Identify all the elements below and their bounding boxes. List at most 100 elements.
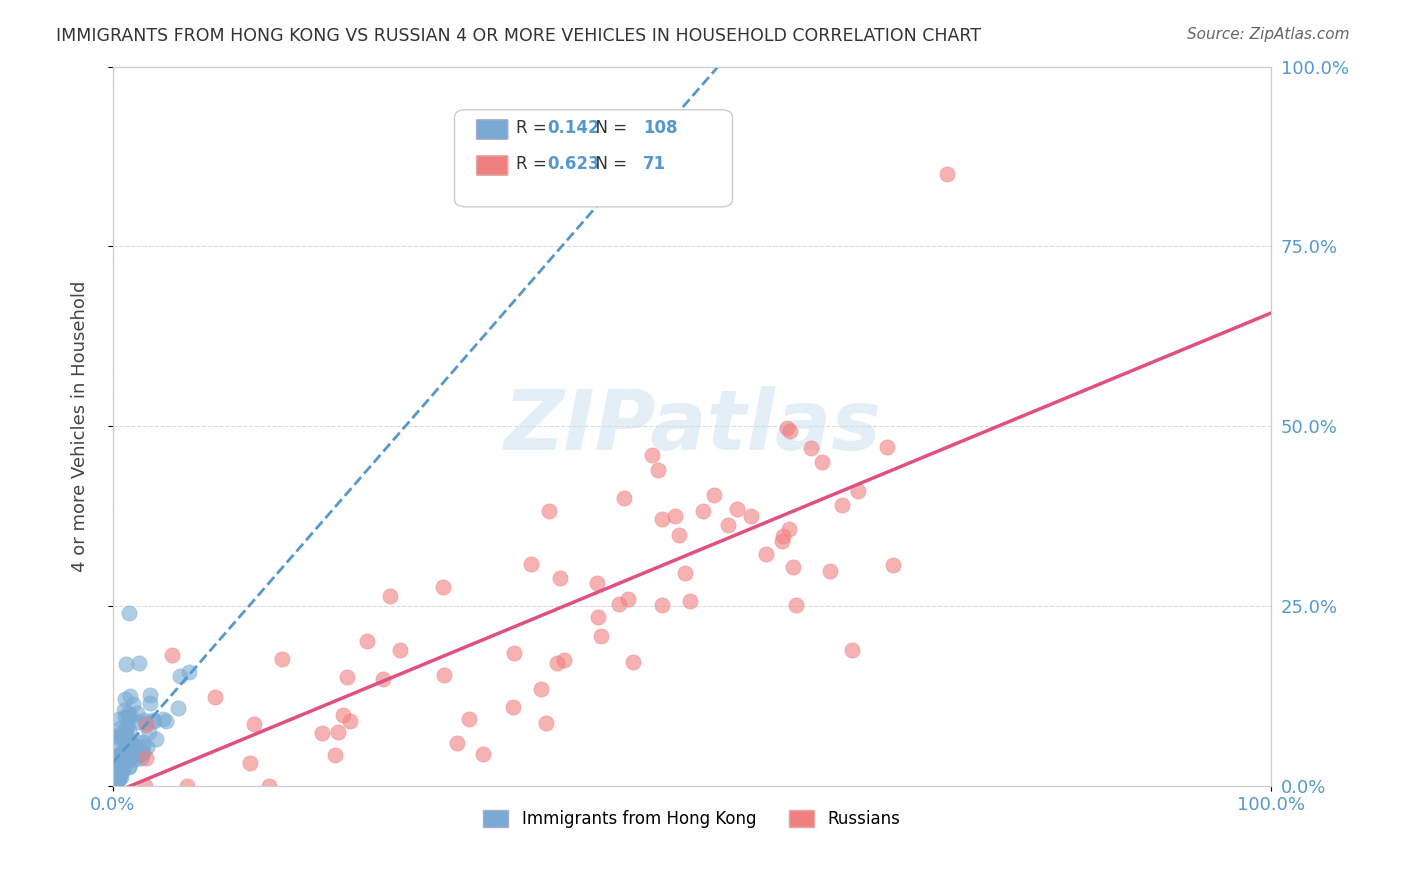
Point [108, 722, 131, 736]
Point [607, 597, 630, 611]
Point [132, 739, 155, 754]
Point [127, 715, 149, 730]
Point [339, 714, 361, 729]
Point [591, 629, 613, 643]
Text: ZIPatlas: ZIPatlas [503, 385, 882, 467]
Point [167, 700, 190, 714]
Point [108, 748, 131, 763]
Point [810, 454, 832, 468]
Point [169, 669, 191, 683]
Point [503, 646, 526, 660]
Point [782, 559, 804, 574]
Point [778, 522, 800, 536]
Point [725, 501, 748, 516]
Point [641, 448, 664, 462]
Point [110, 751, 132, 765]
Point [117, 718, 139, 732]
Point [257, 779, 280, 793]
Point [108, 757, 131, 772]
Point [118, 711, 141, 725]
Point [800, 442, 823, 456]
Point [103, 767, 125, 781]
Text: 108: 108 [644, 119, 678, 136]
Point [323, 748, 346, 763]
Point [103, 771, 125, 785]
Point [664, 509, 686, 524]
Point [120, 708, 142, 723]
Point [143, 714, 166, 728]
Point [118, 741, 141, 756]
Point [820, 564, 842, 578]
Point [311, 726, 333, 740]
Point [772, 529, 794, 543]
Legend: Immigrants from Hong Kong, Russians: Immigrants from Hong Kong, Russians [477, 804, 907, 835]
Point [548, 571, 571, 585]
Point [114, 657, 136, 671]
Point [127, 742, 149, 756]
Point [118, 759, 141, 773]
Point [117, 706, 139, 720]
Point [115, 736, 138, 750]
Point [112, 745, 135, 759]
Point [332, 708, 354, 723]
Point [103, 771, 125, 785]
Point [111, 760, 134, 774]
Text: 0.142: 0.142 [547, 119, 600, 136]
Point [651, 512, 673, 526]
Point [673, 566, 696, 580]
Point [135, 718, 157, 732]
Point [118, 723, 141, 738]
Point [356, 634, 378, 648]
Text: R =: R = [516, 119, 553, 136]
Point [108, 753, 131, 767]
Point [446, 736, 468, 750]
Point [103, 772, 125, 786]
Point [135, 716, 157, 731]
Point [118, 689, 141, 703]
Point [103, 749, 125, 764]
Point [679, 593, 702, 607]
Point [121, 737, 143, 751]
Text: N =: N = [585, 119, 633, 136]
Point [779, 424, 801, 438]
Point [647, 463, 669, 477]
Point [110, 770, 132, 784]
Point [112, 703, 135, 717]
Point [586, 575, 609, 590]
Point [122, 697, 145, 711]
Point [457, 712, 479, 726]
Point [613, 491, 636, 505]
Point [530, 681, 553, 696]
FancyBboxPatch shape [477, 156, 508, 175]
Point [108, 771, 131, 785]
Point [108, 747, 131, 761]
Point [114, 735, 136, 749]
Point [105, 769, 128, 783]
Text: R =: R = [516, 154, 553, 173]
Point [432, 667, 454, 681]
Text: N =: N = [585, 154, 633, 173]
Point [755, 547, 778, 561]
Point [162, 648, 184, 662]
Point [104, 751, 127, 765]
Point [537, 504, 560, 518]
Point [115, 722, 138, 736]
Point [179, 665, 201, 679]
Point [132, 735, 155, 749]
Point [502, 700, 524, 714]
Point [882, 558, 904, 572]
Point [103, 761, 125, 775]
Point [103, 772, 125, 786]
Point [110, 764, 132, 778]
Point [108, 727, 131, 741]
Point [380, 589, 402, 603]
Point [104, 750, 127, 764]
Point [111, 762, 134, 776]
Point [134, 779, 156, 793]
Point [176, 779, 198, 793]
Point [103, 754, 125, 768]
Text: 71: 71 [644, 154, 666, 173]
Point [117, 709, 139, 723]
Point [110, 728, 132, 742]
Point [103, 773, 125, 788]
